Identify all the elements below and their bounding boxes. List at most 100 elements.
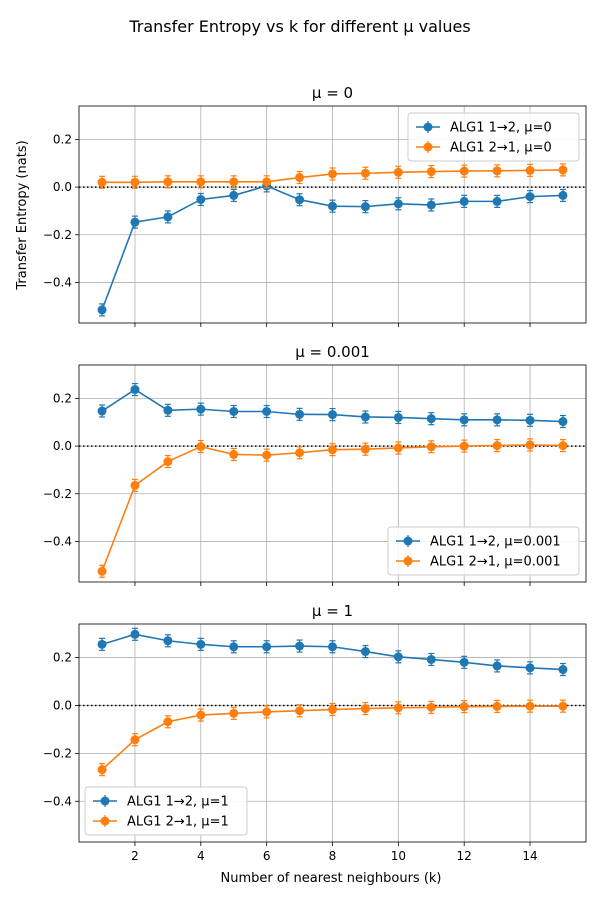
legend-entry-label: ALG1 1→2, μ=1 xyxy=(127,795,229,810)
data-point xyxy=(360,168,370,178)
data-point xyxy=(262,177,272,187)
y-tick-label: −0.2 xyxy=(43,228,72,242)
legend-entry-label: ALG1 2→1, μ=0.001 xyxy=(430,555,561,570)
y-tick-label: 0.0 xyxy=(53,439,72,453)
data-point xyxy=(360,202,370,212)
data-point xyxy=(295,448,305,458)
data-point xyxy=(558,441,568,451)
legend-swatch-marker xyxy=(100,816,110,826)
data-point xyxy=(196,639,206,649)
data-point xyxy=(328,201,337,211)
data-point xyxy=(426,200,436,210)
legend-swatch-marker xyxy=(423,122,433,132)
data-point xyxy=(97,177,107,187)
data-point xyxy=(558,165,568,175)
legend-swatch-marker xyxy=(403,556,413,566)
data-point xyxy=(360,647,370,657)
x-tick-label: 10 xyxy=(391,849,406,863)
y-tick-label: −0.2 xyxy=(43,487,72,501)
data-point xyxy=(163,457,173,467)
y-tick-label: −0.2 xyxy=(43,746,72,760)
data-point xyxy=(295,409,305,419)
data-point xyxy=(295,641,305,651)
data-point xyxy=(525,165,535,175)
data-point xyxy=(97,305,107,315)
data-point xyxy=(262,707,272,717)
y-tick-label: 0.2 xyxy=(53,132,72,146)
x-tick-label: 12 xyxy=(457,849,472,863)
figure-suptitle: Transfer Entropy vs k for different μ va… xyxy=(128,17,470,36)
data-point xyxy=(295,195,305,205)
x-tick-label: 4 xyxy=(197,849,205,863)
data-point xyxy=(393,443,403,453)
data-point xyxy=(196,710,206,720)
legend-entry-label: ALG1 1→2, μ=0.001 xyxy=(430,535,561,550)
data-point xyxy=(130,385,140,395)
data-point xyxy=(97,765,107,775)
data-point xyxy=(295,706,305,716)
panel-title: μ = 0.001 xyxy=(295,343,370,361)
data-point xyxy=(393,703,403,713)
data-point xyxy=(459,441,469,451)
data-point xyxy=(492,166,502,176)
data-point xyxy=(163,717,173,727)
data-point xyxy=(130,629,140,639)
data-point xyxy=(130,177,140,187)
axes-layer: −0.4 −0.2 0.0 0.2 μ = 0 ALG1 1→2, μ=0 ALG1 2→1… xyxy=(43,84,587,863)
data-point xyxy=(229,177,239,187)
data-point xyxy=(97,639,107,649)
legend-box xyxy=(407,112,580,162)
data-point xyxy=(558,190,568,200)
data-point xyxy=(360,412,370,422)
legend: ALG1 1→2, μ=0.001 ALG1 2→1, μ=0.001 xyxy=(387,526,580,576)
data-point xyxy=(393,167,403,177)
data-point xyxy=(426,442,436,452)
data-point xyxy=(295,173,305,183)
data-point xyxy=(393,199,403,209)
data-point xyxy=(262,407,272,416)
data-point xyxy=(262,642,272,652)
data-point xyxy=(196,177,206,187)
panel-title: μ = 0 xyxy=(312,84,353,102)
data-point xyxy=(558,665,568,675)
x-tick-label: 14 xyxy=(522,849,537,863)
data-point xyxy=(525,663,535,673)
data-point xyxy=(163,636,173,646)
data-point xyxy=(426,167,436,177)
data-point xyxy=(426,654,436,664)
y-tick-label: 0.2 xyxy=(53,651,72,665)
data-point xyxy=(328,169,337,179)
data-point xyxy=(130,735,140,745)
y-tick-label: −0.4 xyxy=(43,794,72,808)
y-tick-label: 0.0 xyxy=(53,698,72,712)
data-point xyxy=(97,406,107,416)
data-point xyxy=(492,415,502,425)
data-point xyxy=(426,414,436,424)
data-point xyxy=(130,480,140,490)
legend: ALG1 1→2, μ=0 ALG1 2→1, μ=0 xyxy=(407,112,580,162)
legend-swatch-marker xyxy=(403,536,413,546)
x-tick-label: 2 xyxy=(131,849,139,863)
data-point xyxy=(163,212,173,222)
legend-entry-label: ALG1 2→1, μ=0 xyxy=(450,141,552,156)
data-point xyxy=(229,642,239,652)
panel-title: μ = 1 xyxy=(312,602,353,620)
data-point xyxy=(393,412,403,422)
data-point xyxy=(163,177,173,187)
data-point xyxy=(262,450,272,460)
legend-entry-label: ALG1 1→2, μ=0 xyxy=(450,121,552,136)
data-point xyxy=(459,196,469,206)
legend-entry-label: ALG1 2→1, μ=1 xyxy=(127,815,229,830)
y-tick-label: −0.4 xyxy=(43,534,72,548)
data-point xyxy=(360,704,370,714)
data-point xyxy=(525,701,535,711)
legend-swatch-marker xyxy=(100,796,110,806)
x-tick-label: 6 xyxy=(263,849,271,863)
data-point xyxy=(229,190,239,200)
chart-panel-1: −0.4 −0.2 0.0 0.2 μ = 0 ALG1 1→2, μ=0 ALG1 2→1… xyxy=(43,84,587,327)
data-point xyxy=(328,445,337,455)
data-point xyxy=(229,708,239,718)
data-point xyxy=(525,415,535,425)
data-point xyxy=(229,407,239,416)
